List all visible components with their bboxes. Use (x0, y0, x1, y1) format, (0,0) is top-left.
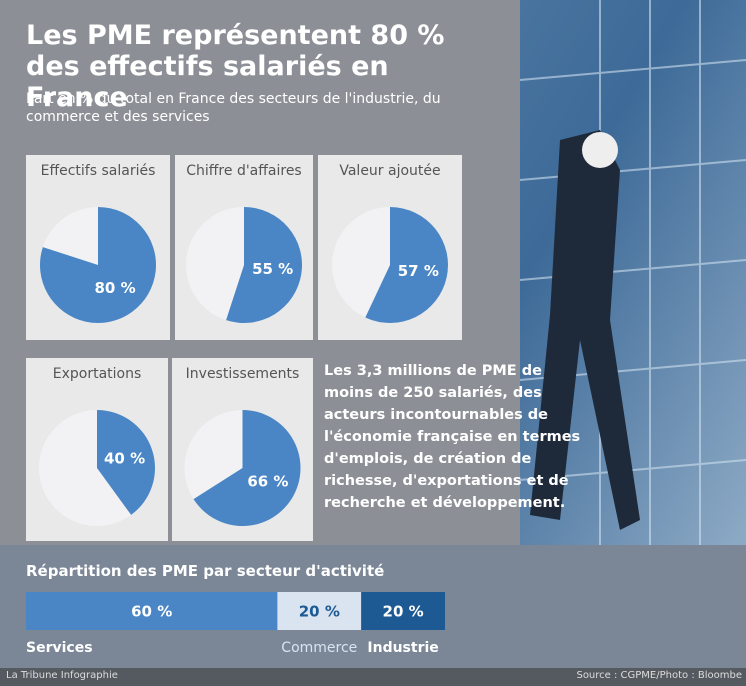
pie-title: Chiffre d'affaires (186, 163, 302, 179)
stacked-bar: 60 % Services 20 % Commerce 20 % Industrie (26, 592, 445, 656)
legend-label: Industrie (367, 640, 438, 656)
pie-panel: Effectifs salariés 80 % (26, 155, 170, 340)
pie-title: Exportations (52, 366, 142, 382)
pie-panel: Investissements 66 % (172, 358, 313, 541)
source: Source : CGPME/Photo : Bloombe (576, 670, 742, 681)
subtitle: Part en % du total en France des secteur… (26, 91, 441, 125)
pie-label: 66 % (247, 472, 288, 490)
pie-panel: Exportations 40 % (26, 358, 168, 541)
pie: 57 % (332, 207, 448, 323)
pie: 80 % (39, 207, 156, 323)
bar-segment (361, 592, 445, 630)
pie-title: Valeur ajoutée (339, 163, 441, 179)
bar-value-label: 60 % (131, 603, 172, 621)
pie: 40 % (39, 410, 155, 526)
pie-title: Effectifs salariés (40, 163, 156, 179)
pie-panel: Chiffre d'affaires 55 % (175, 155, 313, 340)
legend-label: Commerce (281, 640, 357, 656)
note: Les 3,3 millions de PME de moins de 250 … (324, 363, 581, 511)
pie-slice (97, 410, 155, 515)
pie-label: 55 % (252, 260, 293, 278)
bar-value-label: 20 % (383, 603, 424, 621)
legend-label: Services (26, 640, 93, 656)
bar-value-label: 20 % (299, 603, 340, 621)
pie-label: 80 % (94, 279, 135, 297)
pie-slice (226, 207, 302, 323)
pie-slice (365, 207, 448, 323)
bar-title: Répartition des PME par secteur d'activi… (26, 562, 385, 580)
credit: La Tribune Infographie (6, 670, 118, 681)
bar-segment (277, 592, 362, 630)
pie-label: 57 % (398, 262, 439, 280)
footer (0, 668, 746, 686)
pie-slice (39, 207, 156, 323)
bar-segment (26, 592, 278, 630)
pie: 55 % (186, 207, 302, 323)
pie-slice (193, 410, 301, 526)
pie-title: Investissements (185, 366, 300, 382)
pie: 66 % (184, 410, 301, 526)
pie-label: 40 % (104, 450, 145, 468)
title: Les PME représentent 80 % des effectifs … (26, 20, 445, 113)
pie-panel: Valeur ajoutée 57 % (318, 155, 462, 340)
